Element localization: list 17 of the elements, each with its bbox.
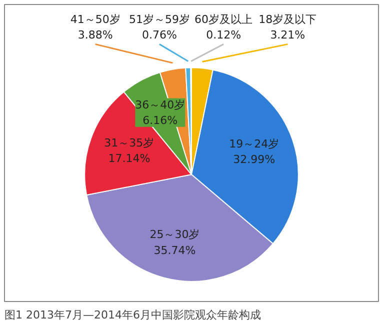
slice-label: 60岁及以上 bbox=[194, 12, 253, 26]
slice-label: 18岁及以下 bbox=[258, 12, 317, 26]
data-label: 32.99% bbox=[233, 152, 276, 166]
slice-label: 25～30岁 bbox=[150, 228, 200, 242]
slice-label: 36～40岁 bbox=[135, 98, 186, 112]
slice-label: 19～24岁 bbox=[229, 137, 280, 150]
text: 图1 2013年7月—2014年6月中国影院观众年龄构成 bbox=[4, 308, 261, 322]
slice-label: 41～50岁 bbox=[70, 12, 120, 26]
data-label: 0.12% bbox=[206, 28, 242, 42]
slice-label: 31～35岁 bbox=[104, 136, 154, 150]
slice-label: 51岁～59岁 bbox=[128, 12, 190, 26]
data-label: 35.74% bbox=[154, 244, 196, 257]
data-label: 3.21% bbox=[270, 28, 306, 42]
data-label: 17.14% bbox=[108, 152, 150, 165]
data-label: 3.88% bbox=[78, 28, 113, 42]
data-label: 0.76% bbox=[142, 28, 177, 42]
data-label: 6.16% bbox=[142, 114, 178, 127]
